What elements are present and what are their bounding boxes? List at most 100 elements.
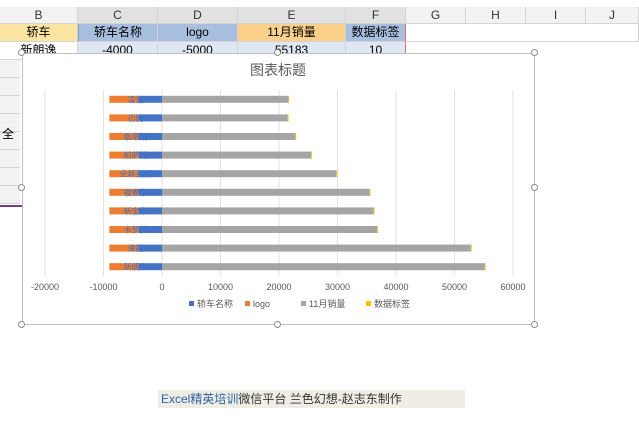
resize-handle-top-right[interactable] — [531, 49, 538, 56]
cell-e1[interactable]: 11月销量 — [238, 24, 346, 42]
column-header-g[interactable]: G — [406, 7, 466, 24]
category-label: 新宝来 — [124, 206, 148, 216]
x-tick-label: 10000 — [208, 282, 233, 292]
bar-logo — [109, 170, 139, 178]
row-stub — [0, 132, 20, 150]
x-tick-label: 60000 — [500, 282, 525, 292]
selection-edge — [0, 205, 22, 207]
bars — [109, 95, 486, 271]
bar-11月销量 — [162, 133, 296, 140]
chart-object[interactable]: 图表标题 新朗逸 速腾 卡罗拉 新宝来 福睿斯 全新英朗 帕萨特 桑塔纳 迈腾 凌渡 -20000… — [22, 53, 535, 325]
column-header-e[interactable]: E — [238, 7, 346, 24]
bar-logo — [109, 244, 139, 252]
bar-数据标签 — [484, 263, 486, 271]
x-tick-label: -10000 — [89, 282, 117, 292]
column-header-d[interactable]: D — [158, 7, 238, 24]
bar-数据标签 — [336, 170, 338, 178]
bar-轿车名称 — [138, 151, 162, 159]
bar-logo — [109, 133, 139, 140]
bar-数据标签 — [287, 114, 289, 122]
legend-swatch — [366, 301, 371, 306]
bar-logo — [109, 226, 139, 233]
column-header-h[interactable]: H — [466, 7, 526, 24]
legend-swatch — [301, 301, 306, 306]
category-label: 桑塔纳 — [124, 132, 148, 142]
bar-数据标签 — [369, 188, 371, 196]
legend-swatch — [245, 301, 250, 306]
x-tick-label: -20000 — [31, 282, 59, 292]
bar-11月销量 — [162, 244, 471, 252]
row-stub — [0, 96, 20, 114]
bar-数据标签 — [373, 207, 375, 215]
bar-11月销量 — [162, 207, 374, 215]
x-tick-label: 40000 — [383, 282, 408, 292]
category-label: 帕萨特 — [124, 150, 148, 160]
category-label: 速腾 — [128, 243, 144, 253]
bar-数据标签 — [377, 226, 379, 233]
resize-handle-left[interactable] — [18, 184, 25, 191]
cell-f1[interactable]: 数据标签 — [346, 24, 406, 42]
bar-轿车名称 — [138, 114, 162, 122]
column-header-i[interactable]: I — [526, 7, 586, 24]
bar-11月销量 — [162, 170, 337, 178]
bar-11月销量 — [162, 226, 378, 233]
bar-logo — [109, 95, 139, 103]
bar-数据标签 — [288, 95, 290, 103]
column-header-b[interactable]: B — [0, 7, 78, 24]
row-stub — [0, 114, 20, 132]
column-header-j[interactable]: J — [586, 7, 639, 24]
legend-label: 11月销量 — [309, 298, 345, 309]
legend: 轿车名称 logo 11月销量 数据标签 — [189, 298, 410, 309]
column-header-c[interactable]: C — [78, 7, 158, 24]
resize-handle-top[interactable] — [274, 49, 281, 56]
legend-swatch — [189, 301, 194, 306]
cell-fragment: 全 — [2, 127, 15, 141]
category-labels: 新朗逸 速腾 卡罗拉 新宝来 福睿斯 全新英朗 帕萨特 桑塔纳 迈腾 凌渡 — [120, 94, 152, 271]
x-tick-label: 30000 — [325, 282, 350, 292]
bar-logo — [109, 263, 139, 271]
bar-轿车名称 — [138, 207, 162, 215]
bar-轿车名称 — [138, 95, 162, 103]
bar-轿车名称 — [138, 263, 162, 271]
resize-handle-bottom-right[interactable] — [531, 321, 538, 328]
bar-11月销量 — [162, 151, 312, 159]
x-tick-label: 0 — [159, 282, 164, 292]
resize-handle-right[interactable] — [531, 184, 538, 191]
chart-title: 图表标题 — [250, 62, 306, 78]
cell-b1[interactable]: 轿车 — [0, 24, 78, 42]
bar-chart: 图表标题 新朗逸 速腾 卡罗拉 新宝来 福睿斯 全新英朗 帕萨特 桑塔纳 迈腾 凌渡 -20000… — [31, 62, 526, 309]
bar-11月销量 — [162, 114, 288, 122]
cell-c1[interactable]: 轿车名称 — [78, 24, 158, 42]
bar-11月销量 — [162, 95, 289, 103]
bar-logo — [109, 188, 139, 196]
resize-handle-bottom-left[interactable] — [18, 321, 25, 328]
row-stub — [0, 150, 20, 168]
bar-轿车名称 — [138, 226, 162, 233]
row-stub — [0, 60, 20, 78]
bar-轿车名称 — [138, 133, 162, 140]
bar-11月销量 — [162, 263, 485, 271]
x-tick-label: 20000 — [266, 282, 291, 292]
category-label: 福睿斯 — [124, 187, 148, 197]
resize-handle-top-left[interactable] — [18, 49, 25, 56]
x-tick-label: 50000 — [442, 282, 467, 292]
cell-g1[interactable] — [406, 24, 639, 42]
bar-轿车名称 — [138, 170, 162, 178]
credit-part-2: 微信平台 兰色幻想-赵志东制作 — [238, 392, 402, 406]
bar-11月销量 — [162, 188, 370, 196]
resize-handle-bottom[interactable] — [274, 321, 281, 328]
legend-label: logo — [253, 299, 270, 309]
cell-d1[interactable]: logo — [158, 24, 238, 42]
row-stub — [0, 168, 20, 186]
category-label: 迈腾 — [128, 113, 144, 123]
bar-logo — [109, 207, 139, 215]
category-label: 新朗逸 — [124, 262, 148, 272]
x-tick-labels: -20000 -10000 0 10000 20000 30000 40000 50000 60… — [31, 282, 526, 292]
legend-label: 轿车名称 — [197, 298, 233, 309]
column-header-f[interactable]: F — [346, 7, 406, 24]
credit-part-1: Excel精英培训 — [161, 392, 239, 406]
bar-轿车名称 — [138, 188, 162, 196]
bar-数据标签 — [311, 151, 312, 159]
credit-banner: Excel精英培训微信平台 兰色幻想-赵志东制作 — [158, 390, 465, 408]
category-label: 全新英朗 — [120, 169, 152, 179]
